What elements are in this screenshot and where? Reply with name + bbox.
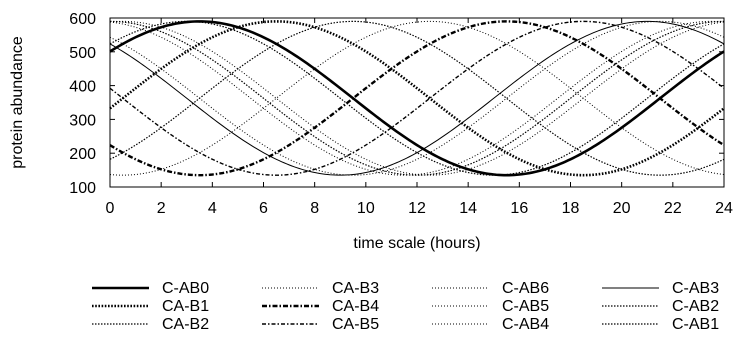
x-tick-label: 0 — [106, 200, 115, 217]
x-tick-label: 8 — [310, 200, 319, 217]
y-tick-label: 400 — [69, 79, 96, 96]
legend-label: C-AB2 — [672, 298, 719, 315]
x-tick-label: 22 — [664, 200, 682, 217]
series-line-c-ab5 — [109, 20, 725, 176]
legend-label: C-AB4 — [502, 316, 549, 333]
y-tick-label: 200 — [69, 146, 96, 163]
x-axis-label: time scale (hours) — [353, 235, 480, 252]
series-line-c-ab6 — [109, 20, 725, 176]
legend-label: C-AB1 — [672, 316, 719, 333]
x-tick-label: 2 — [157, 200, 166, 217]
y-tick-label: 300 — [69, 112, 96, 129]
y-axis-label: protein abundance — [9, 36, 26, 169]
series-line-c-ab1 — [109, 20, 725, 176]
x-tick-label: 24 — [715, 200, 733, 217]
legend-label: C-AB0 — [162, 280, 209, 297]
legend-label: C-AB6 — [502, 280, 549, 297]
x-tick-label: 18 — [562, 200, 580, 217]
x-tick-label: 4 — [208, 200, 217, 217]
y-tick-label: 100 — [69, 180, 96, 197]
x-tick-label: 14 — [459, 200, 477, 217]
legend-label: CA-B4 — [332, 298, 379, 315]
legend-label: C-AB3 — [672, 280, 719, 297]
legend-label: CA-B5 — [332, 316, 379, 333]
series-line-c-ab2 — [109, 20, 725, 176]
y-tick-label: 600 — [69, 11, 96, 28]
series-line-c-ab3 — [109, 20, 725, 176]
series-line-ca-b2 — [109, 20, 725, 176]
legend-label: C-AB5 — [502, 298, 549, 315]
plot-lines — [109, 20, 725, 177]
y-tick-label: 500 — [69, 45, 96, 62]
series-line-ca-b4 — [109, 20, 725, 177]
legend-label: CA-B2 — [162, 316, 209, 333]
x-tick-label: 16 — [510, 200, 528, 217]
legend-label: CA-B1 — [162, 298, 209, 315]
x-tick-label: 20 — [613, 200, 631, 217]
series-line-ca-b3 — [109, 20, 725, 176]
x-tick-label: 6 — [259, 200, 268, 217]
series-line-c-ab4 — [109, 20, 725, 176]
x-tick-label: 12 — [408, 200, 426, 217]
legend-label: CA-B3 — [332, 280, 379, 297]
x-tick-label: 10 — [357, 200, 375, 217]
